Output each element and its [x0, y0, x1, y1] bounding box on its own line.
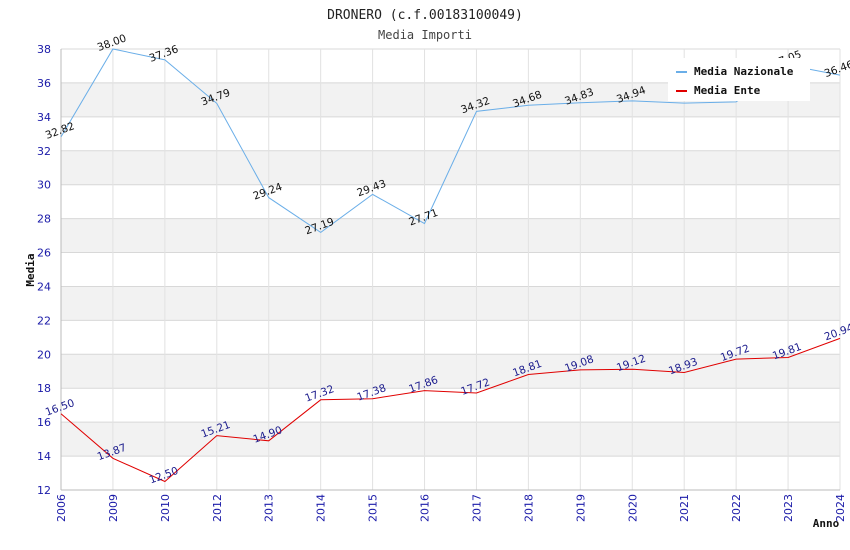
y-tick-labels: 12 14 16 18 20 22 24 26 28 30 32 34 36 38: [37, 43, 51, 497]
x-tick-label: 2019: [574, 494, 587, 522]
axes: [60, 49, 840, 491]
x-tick-label: 2012: [211, 494, 224, 522]
y-tick-label: 16: [37, 416, 51, 429]
plot-band: [61, 320, 840, 355]
plot-band: [61, 184, 840, 219]
x-tick-label: 2020: [626, 494, 639, 522]
x-tick-label: 2018: [522, 494, 535, 522]
series-line-media-ente: [60, 337, 841, 483]
plot-band: [61, 116, 840, 151]
chart-subtitle: Media Importi: [378, 28, 472, 42]
legend-label: Media Nazionale: [694, 65, 794, 78]
plot-background-bands: [61, 49, 840, 490]
y-tick-label: 34: [37, 111, 51, 124]
chart-title: DRONERO (c.f.00183100049): [327, 8, 523, 23]
legend: Media Nazionale Media Ente: [668, 58, 810, 101]
y-tick-label: 26: [37, 247, 51, 260]
y-tick-label: 20: [37, 348, 51, 361]
x-tick-label: 2009: [107, 494, 120, 522]
x-tick-label: 2022: [730, 494, 743, 522]
plot-band: [61, 456, 840, 490]
x-tick-label: 2010: [159, 494, 172, 522]
y-tick-label: 22: [37, 314, 51, 327]
y-tick-label: 32: [37, 145, 51, 158]
x-tick-label: 2016: [419, 494, 432, 522]
y-tick-label: 12: [37, 484, 51, 497]
x-tick-label: 2015: [367, 494, 380, 522]
plot-band: [61, 354, 840, 389]
plot-band: [61, 252, 840, 287]
y-axis-label: Media: [24, 253, 37, 286]
y-tick-label: 36: [37, 77, 51, 90]
x-tick-label: 2006: [55, 494, 68, 522]
y-tick-label: 28: [37, 213, 51, 226]
legend-label: Media Ente: [694, 84, 761, 97]
legend-box: [668, 58, 810, 101]
series-lines: [60, 48, 841, 483]
y-tick-label: 14: [37, 450, 51, 463]
y-tick-label: 18: [37, 382, 51, 395]
y-tick-label: 24: [37, 280, 51, 293]
plot-band: [61, 218, 840, 253]
series-line-media-nazionale: [60, 48, 841, 234]
x-tick-label: 2024: [834, 494, 847, 522]
x-tick-label: 2023: [782, 494, 795, 522]
plot-band: [61, 286, 840, 321]
grid-lines: [60, 48, 841, 491]
y-tick-label: 30: [37, 179, 51, 192]
y-tick-label: 38: [37, 43, 51, 56]
plot-band: [61, 388, 840, 423]
x-axis-label: Anno: [813, 517, 840, 530]
x-tick-label: 2021: [678, 494, 691, 522]
x-tick-label: 2017: [470, 494, 483, 522]
x-tick-labels: 2006 2009 2010 2012 2013 2014 2015 2016 2017 2018…: [55, 494, 847, 522]
x-tick-label: 2014: [315, 494, 328, 522]
plot-band: [61, 422, 840, 457]
x-tick-label: 2013: [263, 494, 276, 522]
